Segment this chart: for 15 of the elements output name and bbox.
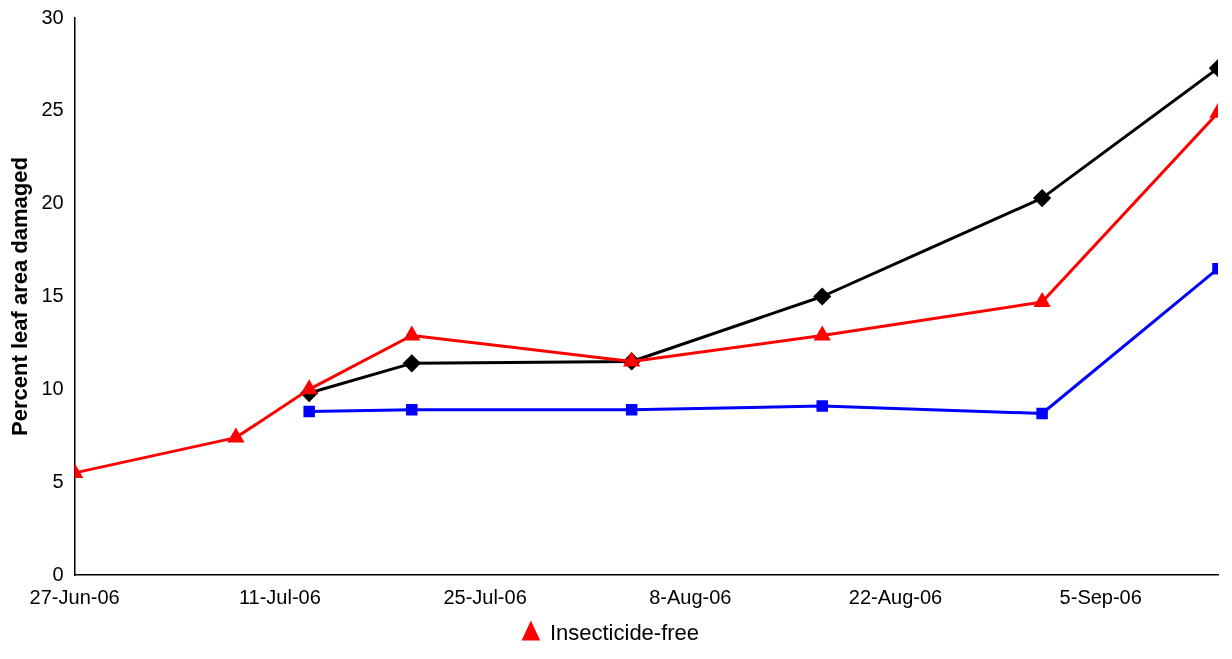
y-axis-title: Percent leaf area damaged <box>7 157 33 436</box>
y-tick-label: 5 <box>52 469 64 492</box>
y-tick-label: 30 <box>41 5 64 28</box>
y-tick-label: 15 <box>41 284 64 307</box>
y-tick-label: 20 <box>41 191 64 214</box>
x-tick-label: 11-Jul-06 <box>238 585 321 608</box>
y-tick-label: 10 <box>41 376 64 399</box>
x-tick-label: 22-Aug-06 <box>848 585 943 608</box>
x-tick-label: 25-Jul-06 <box>443 585 527 608</box>
y-tick-label: 25 <box>41 98 64 121</box>
legend-label: Insecticide-free <box>549 620 700 646</box>
x-tick-label: 8-Aug-06 <box>649 585 732 608</box>
x-tick-label: 5-Sep-06 <box>1059 585 1142 608</box>
y-tick-label: 0 <box>52 562 64 585</box>
x-tick-label: 27-Jun-06 <box>29 585 120 608</box>
